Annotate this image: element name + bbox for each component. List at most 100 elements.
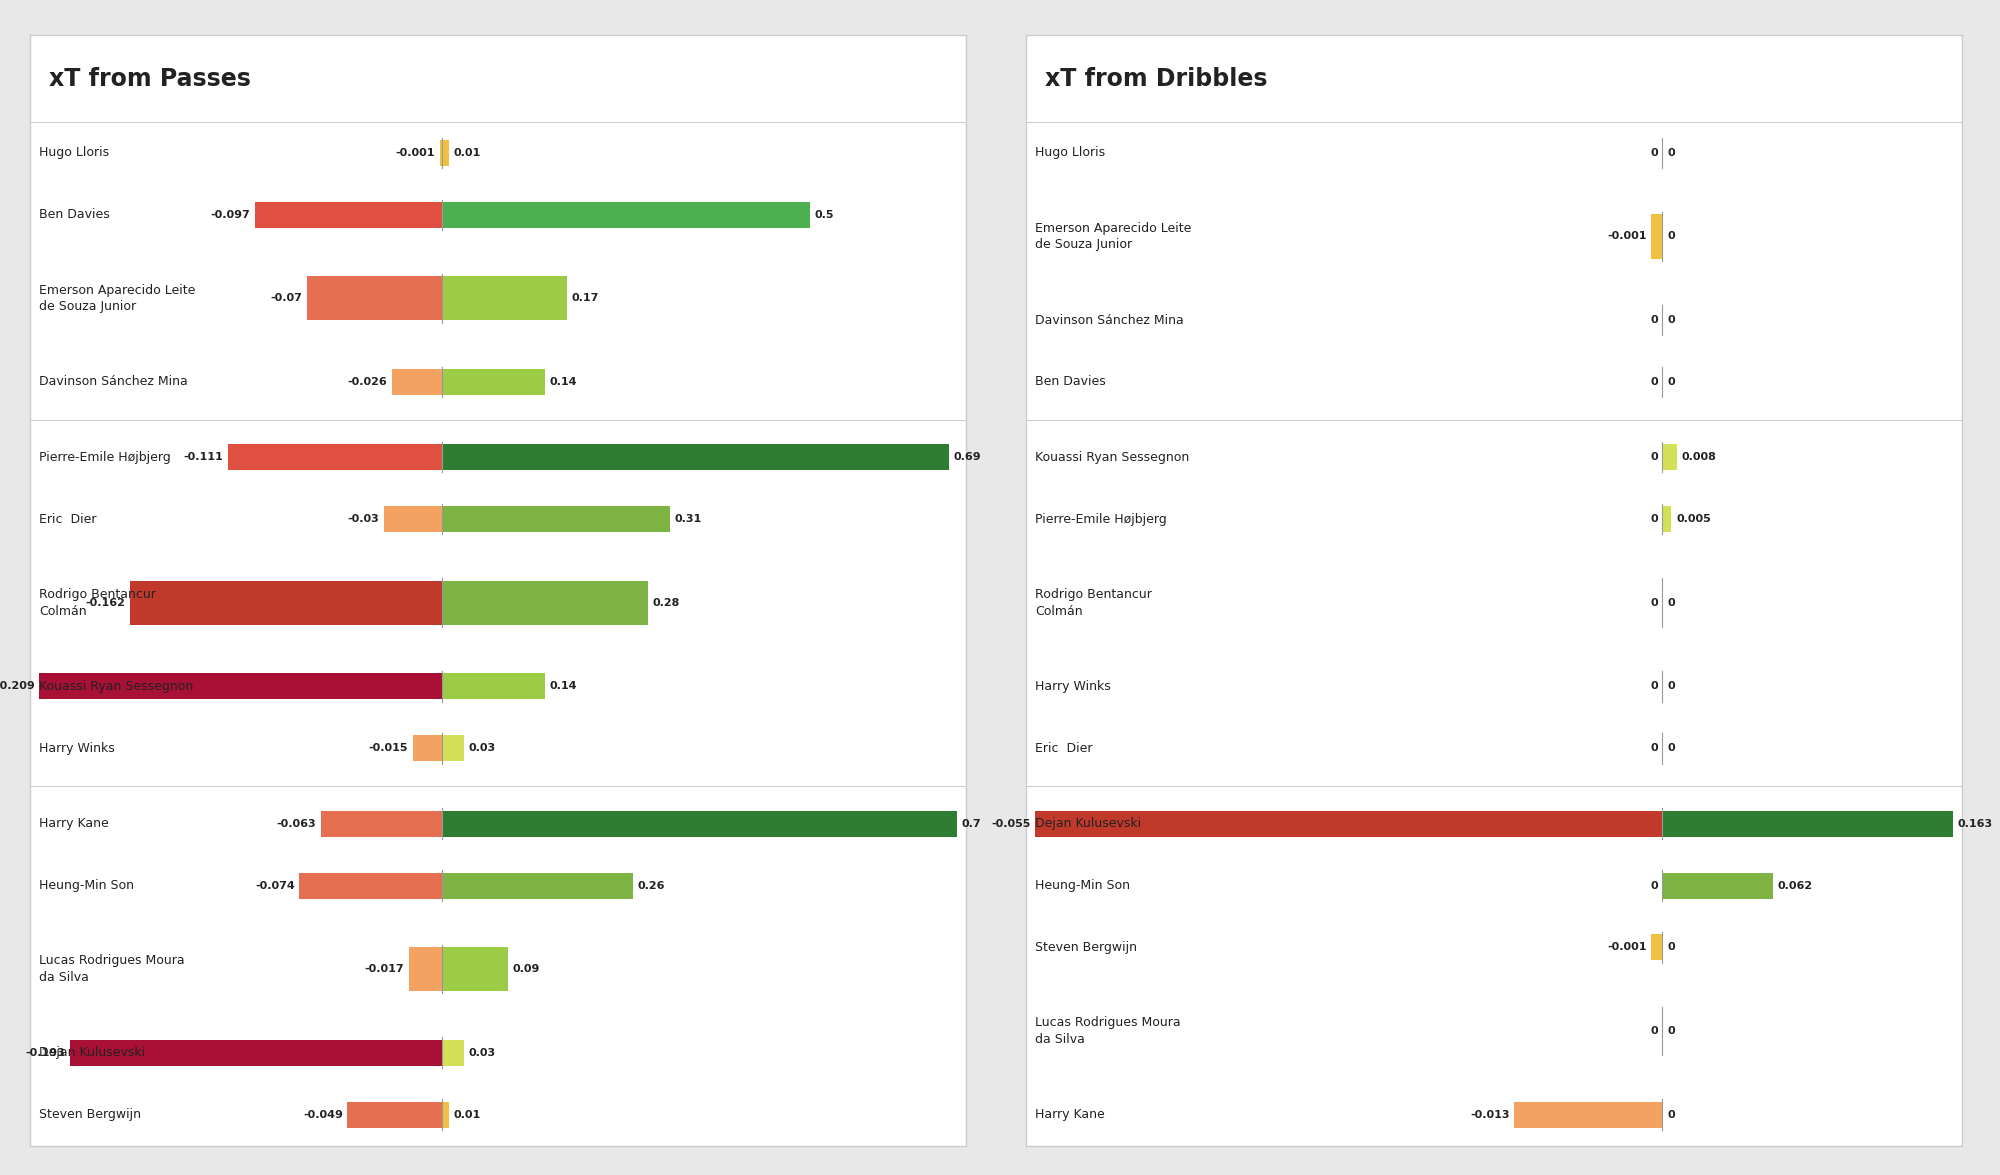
Bar [348,1102,442,1128]
Bar [442,873,634,899]
Text: 0: 0 [1650,598,1658,607]
Text: Dejan Kulusevski: Dejan Kulusevski [1036,817,1142,830]
Text: 0: 0 [1668,315,1674,325]
Text: 0: 0 [1650,880,1658,891]
Text: 0: 0 [1668,377,1674,387]
Text: xT from Passes: xT from Passes [48,67,250,90]
Text: xT from Dribbles: xT from Dribbles [1044,67,1268,90]
Text: 0: 0 [1668,148,1674,157]
Text: 0.7: 0.7 [962,819,980,828]
Text: Eric  Dier: Eric Dier [40,512,96,525]
Text: Harry Winks: Harry Winks [40,741,116,754]
Text: 0: 0 [1668,744,1674,753]
Text: 0.062: 0.062 [1778,880,1812,891]
Bar [442,444,950,470]
Text: -0.209: -0.209 [0,682,34,691]
Text: 0.17: 0.17 [572,294,598,303]
Text: 0.26: 0.26 [638,880,666,891]
Text: Davinson Sánchez Mina: Davinson Sánchez Mina [40,376,188,389]
Bar [410,947,442,992]
Text: 0.14: 0.14 [550,682,576,691]
Bar [442,811,956,837]
Text: 0.005: 0.005 [1676,515,1710,524]
Text: Harry Kane: Harry Kane [1036,1108,1106,1121]
Text: Ben Davies: Ben Davies [1036,376,1106,389]
Text: Hugo Lloris: Hugo Lloris [1036,147,1106,160]
Text: Emerson Aparecido Leite
de Souza Junior: Emerson Aparecido Leite de Souza Junior [40,283,196,313]
Text: Ben Davies: Ben Davies [40,208,110,221]
Text: 0: 0 [1668,682,1674,691]
Text: -0.001: -0.001 [396,148,436,157]
Bar [1662,811,1952,837]
Bar [1026,35,1962,122]
Text: 0: 0 [1650,377,1658,387]
Text: 0: 0 [1650,315,1658,325]
Text: 0: 0 [1668,231,1674,241]
Text: 0.163: 0.163 [1958,819,1992,828]
Text: -0.026: -0.026 [348,377,388,387]
Text: 0: 0 [1668,598,1674,607]
Text: 0.03: 0.03 [468,744,496,753]
Bar [1652,934,1662,960]
Text: Dejan Kulusevski: Dejan Kulusevski [40,1046,146,1059]
Bar [442,1040,464,1066]
Bar [442,947,508,992]
Text: 0.008: 0.008 [1682,452,1716,462]
Bar [130,580,442,625]
Bar [256,202,442,228]
Text: -0.015: -0.015 [368,744,408,753]
Bar [442,1102,450,1128]
Text: Pierre-Emile Højbjerg: Pierre-Emile Højbjerg [1036,512,1168,525]
Text: 0: 0 [1650,1026,1658,1036]
Text: 0.5: 0.5 [814,210,834,220]
Text: -0.001: -0.001 [1606,942,1646,953]
Text: Rodrigo Bentancur
Colmán: Rodrigo Bentancur Colmán [40,588,156,618]
Text: 0: 0 [1650,148,1658,157]
Text: Lucas Rodrigues Moura
da Silva: Lucas Rodrigues Moura da Silva [1036,1016,1180,1046]
Text: Rodrigo Bentancur
Colmán: Rodrigo Bentancur Colmán [1036,588,1152,618]
Text: -0.097: -0.097 [210,210,250,220]
Text: Pierre-Emile Højbjerg: Pierre-Emile Højbjerg [40,451,172,464]
Bar [228,444,442,470]
Text: 0.01: 0.01 [454,148,482,157]
Bar [30,35,966,122]
Text: Hugo Lloris: Hugo Lloris [40,147,110,160]
Text: 0: 0 [1650,744,1658,753]
Text: 0: 0 [1650,682,1658,691]
Text: Kouassi Ryan Sessegnon: Kouassi Ryan Sessegnon [1036,451,1190,464]
Text: -0.063: -0.063 [276,819,316,828]
Text: 0: 0 [1650,515,1658,524]
Bar [1662,873,1772,899]
Bar [1036,811,1662,837]
Text: 0.31: 0.31 [674,515,702,524]
Text: -0.162: -0.162 [86,598,126,607]
Text: -0.074: -0.074 [254,880,294,891]
Text: -0.03: -0.03 [348,515,380,524]
Bar [442,736,464,761]
Text: -0.001: -0.001 [1606,231,1646,241]
Text: -0.07: -0.07 [270,294,302,303]
Text: 0.09: 0.09 [512,965,540,974]
Text: 0.01: 0.01 [454,1109,482,1120]
Text: Harry Winks: Harry Winks [1036,680,1112,693]
Bar [442,580,648,625]
Bar [1514,1102,1662,1128]
Text: 0: 0 [1668,1026,1674,1036]
Text: 0.69: 0.69 [954,452,982,462]
Bar [442,140,450,166]
Bar [300,873,442,899]
Bar [1662,444,1676,470]
Text: -0.013: -0.013 [1470,1109,1510,1120]
Text: 0: 0 [1668,942,1674,953]
Bar [40,673,442,699]
Text: -0.193: -0.193 [26,1048,66,1058]
Text: Eric  Dier: Eric Dier [1036,741,1092,754]
Text: Lucas Rodrigues Moura
da Silva: Lucas Rodrigues Moura da Silva [40,954,184,983]
Text: -0.049: -0.049 [302,1109,342,1120]
Bar [1652,214,1662,258]
Bar [308,276,442,321]
Text: Heung-Min Son: Heung-Min Son [1036,879,1130,892]
Text: Harry Kane: Harry Kane [40,817,110,830]
Bar [442,673,544,699]
Text: Steven Bergwijn: Steven Bergwijn [40,1108,142,1121]
